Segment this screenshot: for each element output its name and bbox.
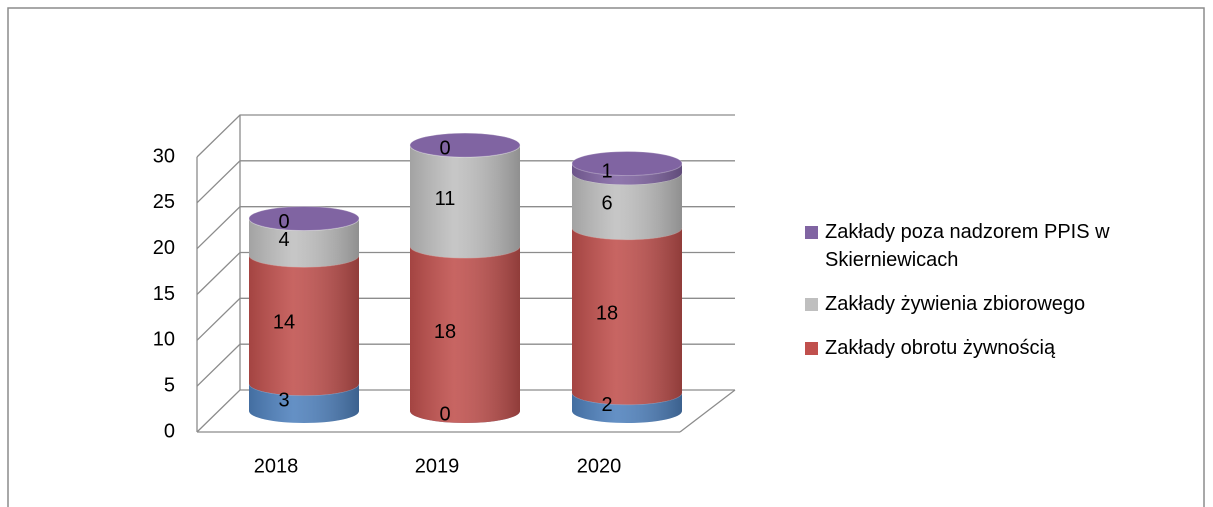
- data-label: 18: [434, 321, 456, 343]
- cylinder-shade: [249, 255, 359, 396]
- grid-line: [196, 389, 735, 433]
- legend-swatch: [805, 226, 818, 239]
- data-label: 0: [439, 137, 450, 159]
- legend-item: Zakłady poza nadzorem PPIS w Skierniewic…: [805, 218, 1185, 274]
- data-label: 1: [601, 160, 612, 182]
- floor-line: [679, 389, 736, 433]
- data-label: 11: [435, 188, 456, 210]
- legend-label: Zakłady poza nadzorem PPIS w Skierniewic…: [825, 221, 1110, 271]
- y-tick-label: 0: [164, 420, 175, 442]
- legend: Zakłady poza nadzorem PPIS w Skierniewic…: [805, 218, 1185, 378]
- data-label: 4: [278, 229, 289, 251]
- x-tick-label: 2018: [254, 455, 299, 477]
- cylinder-cap: [571, 151, 683, 176]
- y-tick-label: 10: [153, 329, 175, 351]
- grid-line: [196, 160, 735, 204]
- grid-line: [196, 206, 735, 250]
- y-tick-label: 25: [153, 191, 175, 213]
- data-label: 0: [278, 211, 289, 233]
- cylinder-shade: [572, 227, 682, 405]
- chart-border: [7, 7, 1205, 507]
- x-tick-label: 2020: [577, 455, 622, 477]
- grid-line: [196, 251, 735, 295]
- cylinder-shade: [410, 246, 520, 423]
- grid-line: [196, 343, 735, 387]
- y-tick-label: 30: [153, 145, 175, 167]
- y-tick-label: 5: [164, 374, 175, 396]
- cylinder-shade: [410, 145, 520, 258]
- data-label: 6: [601, 192, 612, 214]
- data-label: 14: [273, 312, 295, 334]
- cylinder-shade: [249, 218, 359, 268]
- cylinder-shade: [249, 383, 359, 423]
- data-label: 2: [601, 394, 612, 416]
- cylinder-shade: [572, 172, 682, 240]
- legend-swatch: [805, 342, 818, 355]
- legend-label: Zakłady żywienia zbiorowego: [825, 293, 1086, 315]
- cylinder-shade: [572, 163, 682, 185]
- legend-label: Zakłady obrotu żywnością: [825, 337, 1056, 359]
- data-label: 3: [278, 390, 289, 412]
- legend-item: Zakłady żywienia zbiorowego: [805, 290, 1185, 318]
- y-tick-label: 20: [153, 237, 175, 259]
- grid-line: [196, 114, 735, 158]
- cylinder-cap: [409, 132, 521, 158]
- cylinder-shade: [572, 392, 682, 423]
- data-label: 18: [596, 302, 618, 324]
- cylinder-cap: [248, 206, 360, 231]
- legend-item: Zakłady obrotu żywnością: [805, 334, 1185, 362]
- grid-line: [196, 297, 735, 341]
- legend-swatch: [805, 298, 818, 311]
- x-tick-label: 2019: [415, 455, 460, 477]
- y-tick-label: 15: [153, 283, 175, 305]
- data-label: 0: [439, 403, 450, 425]
